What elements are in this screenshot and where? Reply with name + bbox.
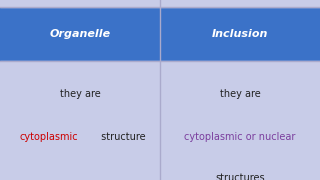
Text: cytoplasmic or nuclear: cytoplasmic or nuclear [184, 132, 296, 142]
Bar [160, 7, 320, 61]
Text: structure: structure [98, 132, 145, 142]
Text: Inclusion: Inclusion [212, 29, 268, 39]
Text: they are: they are [220, 89, 260, 99]
Bar [0, 0, 320, 7]
Text: they are: they are [60, 89, 100, 99]
Bar [0, 61, 320, 180]
Text: structures: structures [215, 173, 265, 180]
Text: cytoplasmic: cytoplasmic [19, 132, 78, 142]
Text: Organelle: Organelle [49, 29, 111, 39]
Bar [0, 7, 160, 61]
